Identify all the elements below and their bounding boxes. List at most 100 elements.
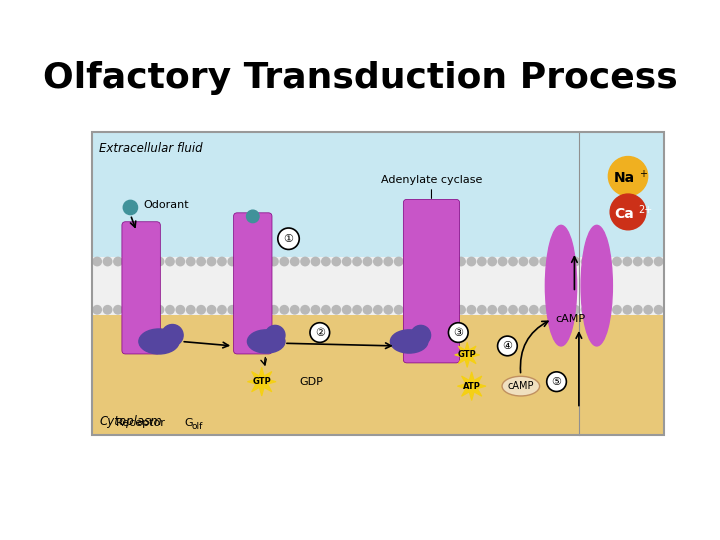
Circle shape [643, 305, 653, 315]
Circle shape [467, 256, 477, 266]
Circle shape [310, 323, 330, 342]
Circle shape [518, 305, 528, 315]
Circle shape [197, 305, 206, 315]
Circle shape [425, 305, 435, 315]
Circle shape [310, 256, 320, 266]
FancyBboxPatch shape [233, 213, 272, 354]
Circle shape [436, 305, 445, 315]
Circle shape [228, 256, 237, 266]
Circle shape [238, 256, 248, 266]
Circle shape [321, 256, 330, 266]
Text: 2+: 2+ [639, 205, 653, 215]
Circle shape [321, 305, 330, 315]
Circle shape [373, 256, 383, 266]
Circle shape [549, 256, 559, 266]
Circle shape [446, 305, 456, 315]
Circle shape [123, 256, 133, 266]
Circle shape [612, 256, 622, 266]
Circle shape [289, 305, 300, 315]
Text: olf: olf [191, 422, 202, 431]
Polygon shape [457, 372, 486, 401]
Circle shape [487, 305, 497, 315]
Text: ③: ③ [454, 328, 463, 338]
Circle shape [197, 256, 206, 266]
Ellipse shape [502, 376, 539, 396]
Circle shape [363, 256, 372, 266]
Circle shape [300, 256, 310, 266]
Circle shape [176, 256, 185, 266]
Circle shape [404, 256, 414, 266]
Text: cAMP: cAMP [508, 381, 534, 391]
Circle shape [331, 305, 341, 315]
Circle shape [144, 305, 154, 315]
Circle shape [602, 305, 611, 315]
Circle shape [279, 305, 289, 315]
Text: Na: Na [614, 171, 635, 185]
Circle shape [134, 305, 144, 315]
Circle shape [581, 256, 590, 266]
Circle shape [608, 157, 648, 196]
Circle shape [248, 305, 258, 315]
Circle shape [560, 256, 570, 266]
Circle shape [373, 305, 383, 315]
Circle shape [258, 256, 269, 266]
Circle shape [269, 305, 279, 315]
Text: Cytoplasm: Cytoplasm [99, 415, 162, 428]
Circle shape [436, 256, 445, 266]
Ellipse shape [581, 225, 613, 346]
Circle shape [633, 256, 643, 266]
Circle shape [113, 305, 123, 315]
Text: ATP: ATP [463, 382, 481, 390]
Circle shape [207, 256, 217, 266]
Circle shape [654, 305, 663, 315]
Circle shape [623, 305, 632, 315]
Text: Receptor: Receptor [116, 418, 166, 428]
Circle shape [269, 256, 279, 266]
Circle shape [258, 305, 269, 315]
Circle shape [217, 305, 227, 315]
Text: ⑤: ⑤ [552, 377, 562, 387]
Circle shape [165, 305, 175, 315]
Circle shape [498, 336, 517, 356]
Circle shape [186, 305, 196, 315]
Circle shape [394, 256, 404, 266]
Circle shape [477, 305, 487, 315]
Circle shape [123, 305, 133, 315]
Ellipse shape [139, 329, 179, 354]
Circle shape [570, 305, 580, 315]
Circle shape [394, 305, 404, 315]
Circle shape [289, 256, 300, 266]
Circle shape [623, 256, 632, 266]
Circle shape [610, 194, 646, 230]
Ellipse shape [248, 330, 285, 353]
Bar [92, 132, 664, 435]
Circle shape [518, 256, 528, 266]
Circle shape [602, 256, 611, 266]
Circle shape [539, 256, 549, 266]
Circle shape [238, 305, 248, 315]
FancyBboxPatch shape [122, 222, 161, 354]
Text: ①: ① [284, 234, 294, 244]
Circle shape [92, 305, 102, 315]
Text: Olfactory Transduction Process: Olfactory Transduction Process [42, 61, 678, 95]
Text: Adenylate cyclase: Adenylate cyclase [381, 175, 482, 185]
Bar [92, 315, 664, 435]
Circle shape [633, 305, 643, 315]
Circle shape [539, 305, 549, 315]
Circle shape [246, 210, 259, 222]
Circle shape [560, 305, 570, 315]
Circle shape [570, 256, 580, 266]
Circle shape [415, 305, 424, 315]
Circle shape [425, 256, 435, 266]
Circle shape [113, 256, 123, 266]
Circle shape [487, 256, 497, 266]
Circle shape [352, 305, 362, 315]
Text: Extracellular fluid: Extracellular fluid [99, 142, 203, 155]
Circle shape [123, 200, 138, 214]
Polygon shape [248, 367, 276, 396]
Circle shape [155, 256, 164, 266]
Circle shape [415, 256, 424, 266]
Circle shape [207, 305, 217, 315]
Bar [92, 132, 664, 256]
Text: GTP: GTP [252, 377, 271, 386]
